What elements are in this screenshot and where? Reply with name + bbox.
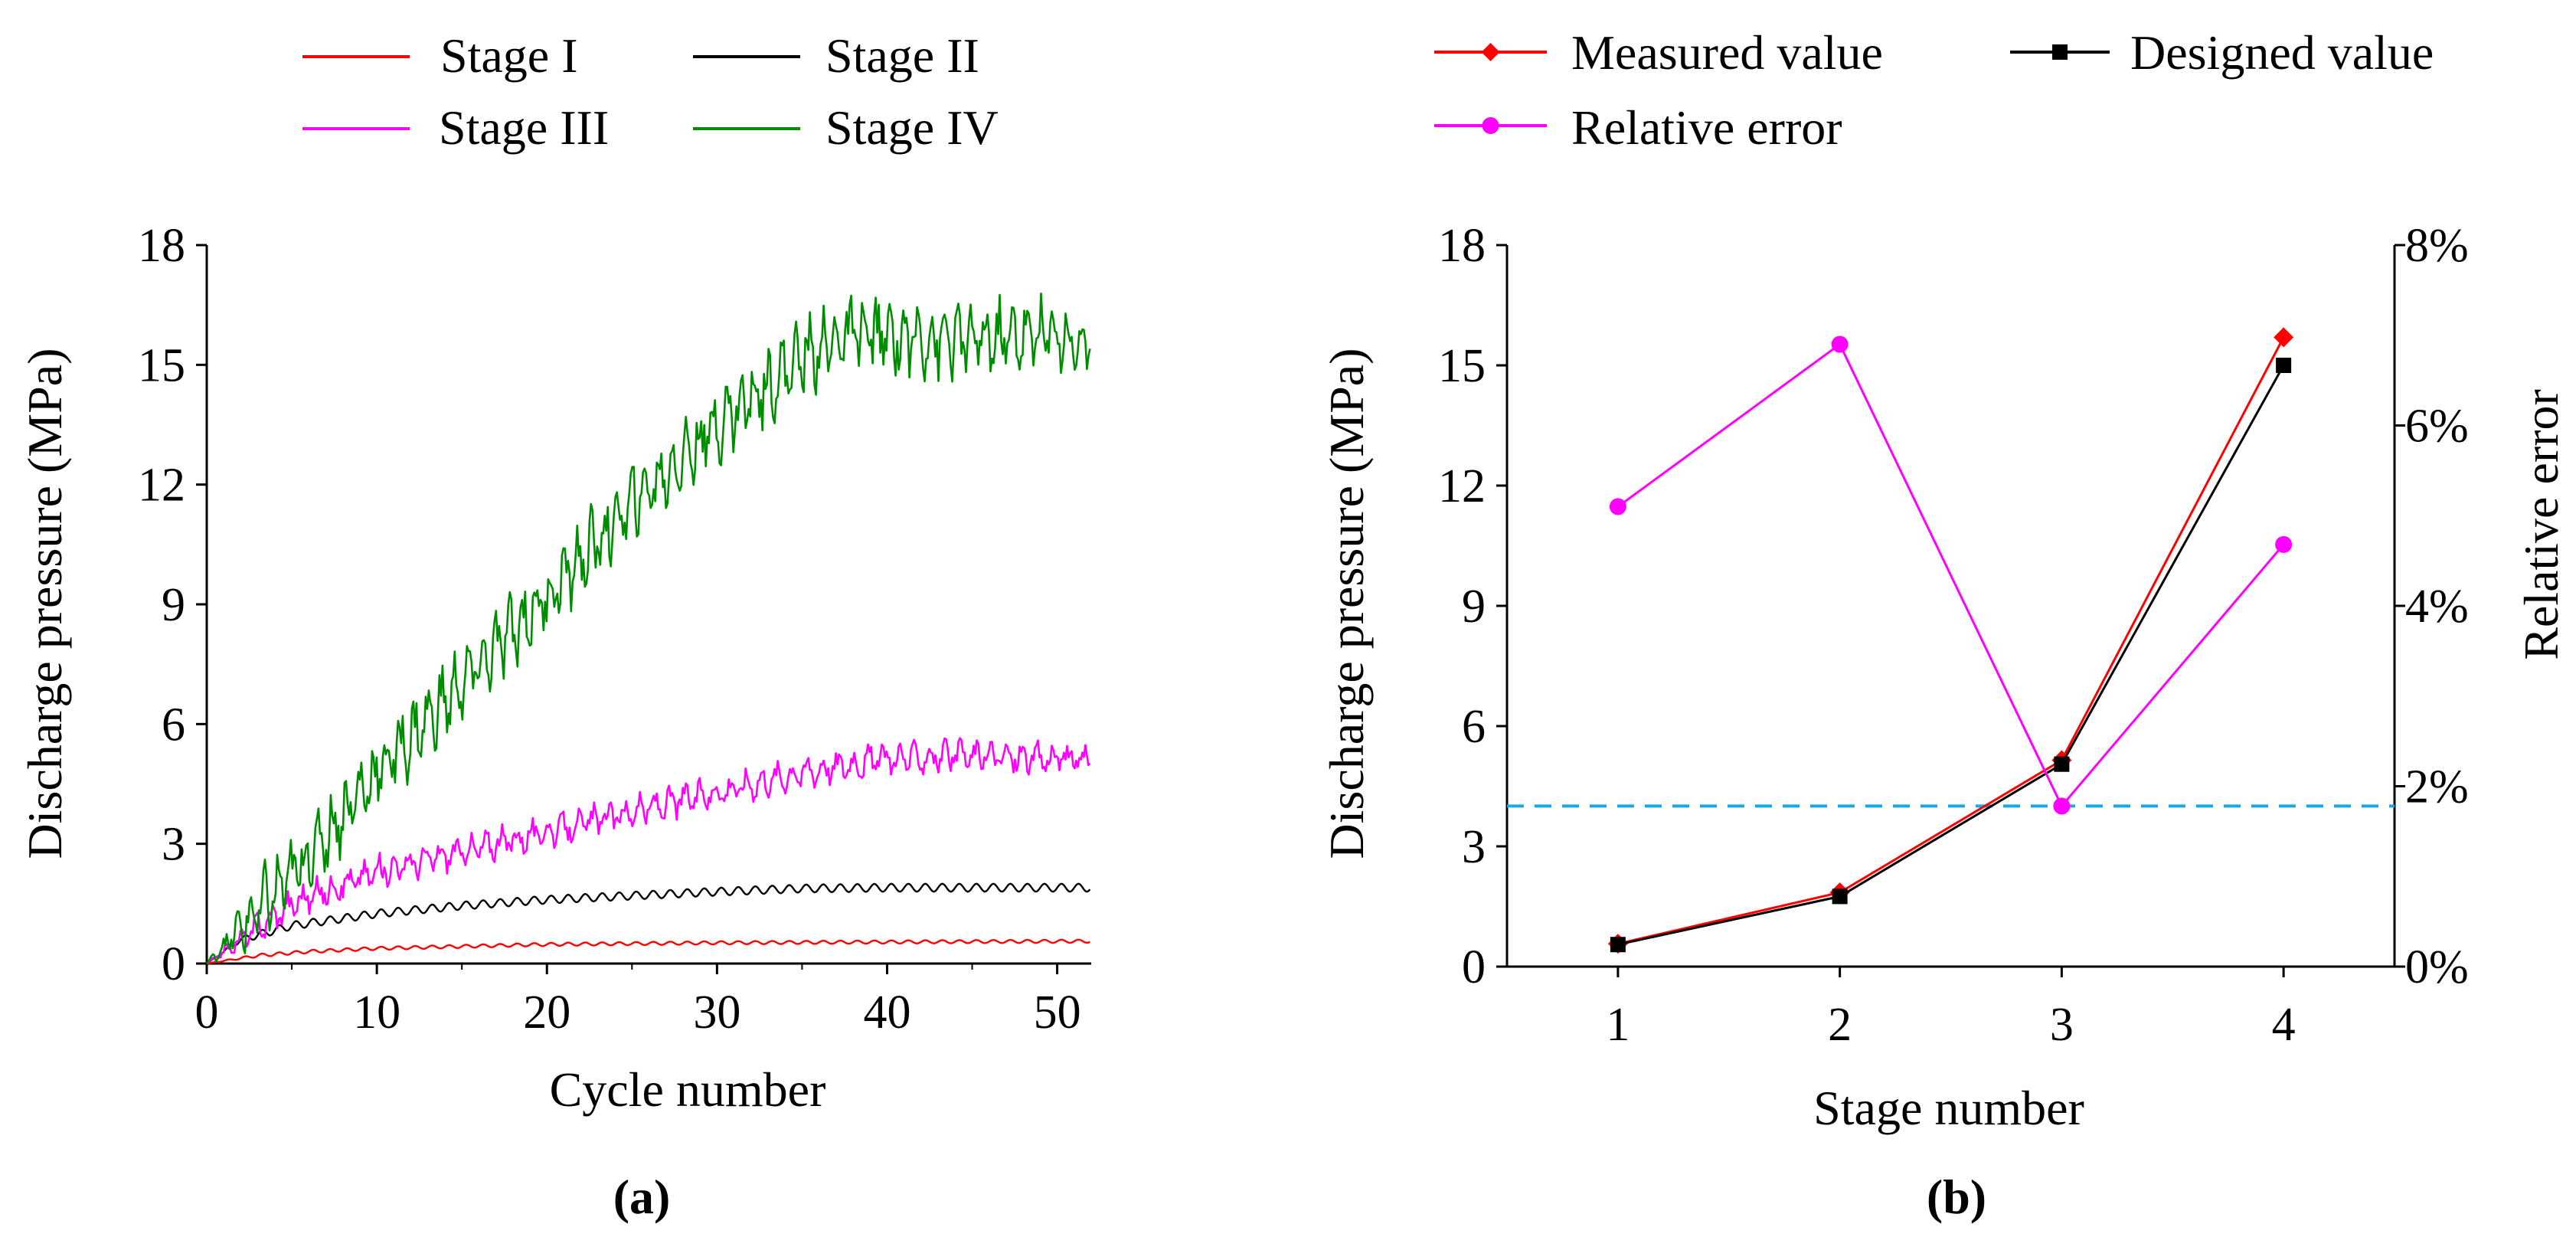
data-point-relative-error — [1831, 335, 1849, 353]
panel-a-y-tick-label: 15 — [138, 339, 185, 391]
legend-label-relative-error: Relative error — [1571, 100, 1842, 155]
series-line-stage-ii — [206, 882, 1091, 964]
panel-a-x-tick-label: 50 — [1034, 987, 1081, 1039]
legend-marker-relative-error-circle — [1482, 117, 1499, 134]
panel-b-y2-tick-label: 6% — [2405, 401, 2469, 453]
data-point-designed-value — [1610, 937, 1626, 953]
legend-label-stage-3: Stage III — [439, 100, 609, 155]
panel-b-y2-axis-title: Relative error — [2514, 389, 2568, 660]
panel-b-y-axis-title: Discharge pressure (MPa) — [1319, 348, 1374, 859]
legend-label-stage-2: Stage II — [825, 28, 979, 83]
panel-a-series — [205, 292, 1091, 965]
panel-a-chart: Stage I Stage II Stage III Stage IV 0 3 6 9… — [18, 28, 1091, 1224]
panel-a-y-tick-label: 12 — [138, 460, 185, 512]
legend-label-designed: Designed value — [2130, 25, 2434, 80]
panel-a-x-tick-label: 10 — [353, 987, 400, 1039]
panel-a-x-axis-title: Cycle number — [550, 1062, 826, 1117]
panel-b-y2-tick-label: 8% — [2405, 220, 2469, 272]
panel-a-y-tick-label: 0 — [162, 938, 185, 990]
panel-a-y-tick-label: 6 — [162, 699, 185, 751]
panel-b-y-tick-label: 18 — [1438, 220, 1486, 272]
panel-a-axes: 0 3 6 9 12 15 18 0 10 20 30 40 50 — [138, 220, 1091, 1039]
panel-b-y-tick-label: 6 — [1462, 701, 1486, 753]
panel-a-x-tick-label: 20 — [523, 987, 570, 1039]
panel-b-y-tick-label: 3 — [1462, 821, 1486, 873]
series-line-relative-error — [1617, 342, 2285, 809]
legend-label-stage-4: Stage IV — [825, 100, 999, 155]
data-point-measured-value — [2274, 327, 2294, 348]
data-point-designed-value — [2054, 756, 2070, 772]
panel-b-chart: Measured value Designed value Relative e… — [1319, 25, 2568, 1224]
panel-a-y-tick-label: 9 — [162, 579, 185, 631]
panel-a-legend: Stage I Stage II Stage III Stage IV — [302, 28, 999, 155]
legend-marker-designed-square — [2052, 44, 2068, 60]
data-point-relative-error — [2053, 797, 2071, 815]
panel-b-y-tick-label: 12 — [1438, 460, 1486, 512]
series-line-stage-iii — [206, 737, 1091, 965]
panel-a-y-axis-title: Discharge pressure (MPa) — [18, 348, 72, 859]
panel-b-series — [1507, 327, 2395, 954]
panel-b-x-tick-label: 4 — [2272, 999, 2296, 1051]
legend-label-measured: Measured value — [1571, 25, 1883, 80]
panel-b-x-tick-label: 1 — [1606, 999, 1630, 1051]
panel-b-y-tick-label: 9 — [1462, 581, 1486, 633]
series-line-stage-i — [206, 938, 1090, 965]
panel-b-y2-tick-label: 2% — [2405, 761, 2469, 813]
panel-a-x-tick-label: 30 — [693, 987, 740, 1039]
panel-b-y-tick-label: 15 — [1438, 340, 1486, 392]
panel-b-y-tick-label: 0 — [1462, 941, 1486, 993]
panel-b-x-tick-label: 3 — [2050, 999, 2074, 1051]
series-line-designed-value — [1617, 365, 2285, 946]
data-point-relative-error — [1609, 498, 1626, 515]
panel-a-label: (a) — [613, 1170, 671, 1224]
panel-b-y2-tick-label: 0% — [2405, 941, 2469, 993]
series-line-measured-value — [1617, 336, 2285, 945]
panel-b-label: (b) — [1927, 1170, 1986, 1224]
panel-a-y-tick-label: 18 — [138, 220, 185, 272]
panel-a-y-tick-label: 3 — [162, 819, 185, 871]
panel-a-x-tick-label: 0 — [195, 987, 219, 1039]
legend-label-stage-1: Stage I — [440, 28, 578, 83]
data-point-designed-value — [1832, 888, 1848, 905]
panel-b-x-axis-title: Stage number — [1813, 1081, 2084, 1135]
panel-b-y2-tick-label: 4% — [2405, 581, 2469, 633]
series-line-stage-iv — [205, 292, 1091, 964]
panel-b-x-tick-label: 2 — [1828, 999, 1852, 1051]
panel-a-x-tick-label: 40 — [863, 987, 910, 1039]
data-point-relative-error — [2275, 535, 2293, 553]
panel-b-legend: Measured value Designed value Relative e… — [1434, 25, 2434, 155]
legend-marker-measured-diamond — [1481, 43, 1500, 61]
data-point-designed-value — [2276, 358, 2292, 373]
